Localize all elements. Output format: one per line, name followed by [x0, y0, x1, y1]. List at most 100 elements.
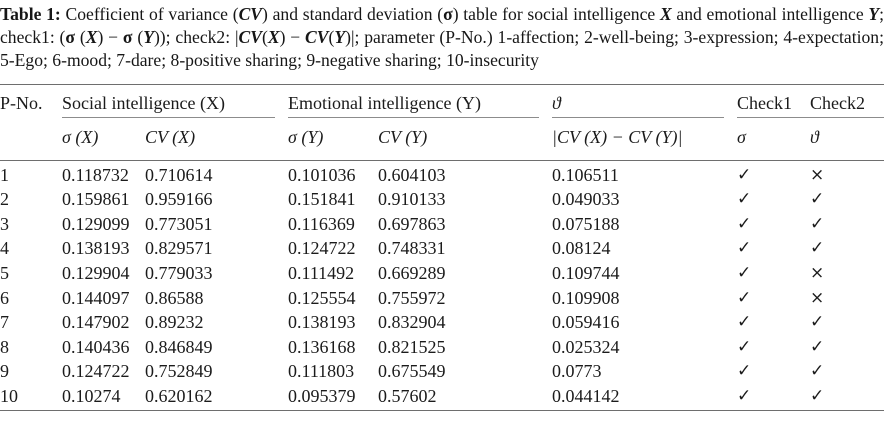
cell-pno: 1 — [0, 164, 9, 185]
cell-check1: ✓ — [737, 310, 810, 335]
table-row: 9 0.124722 0.752849 0.111803 0.675549 0.0773 ✓… — [0, 359, 884, 384]
cell-cv-x: 0.829571 — [145, 238, 213, 259]
caption-segment: ; check1: ( — [0, 4, 884, 48]
cell-sigma-x: 0.124722 — [62, 361, 130, 382]
cross-icon: × — [810, 262, 825, 283]
cell-sigma-y: 0.124722 — [288, 238, 356, 259]
cell-check1: ✓ — [737, 261, 810, 286]
caption-segment: ) and standard deviation ( — [262, 4, 444, 24]
cell-sigma-x: 0.129904 — [62, 262, 130, 283]
cell-cv-y: 0.57602 — [378, 385, 437, 406]
cell-sigma-y: 0.101036 — [288, 164, 356, 185]
cell-check1: ✓ — [737, 212, 810, 237]
table-body: 1 0.118732 0.710614 0.101036 0.604103 0.10651… — [0, 161, 884, 409]
cell-cv-y: 0.755972 — [378, 287, 446, 308]
col-header-theta: ϑ — [552, 83, 738, 118]
check-icon: ✓ — [810, 361, 825, 382]
cell-pno: 10 — [0, 385, 18, 406]
subheader-check2-theta: ϑ — [810, 118, 884, 161]
subheader-check1-sigma: σ — [737, 118, 811, 161]
table-row: 2 0.159861 0.959166 0.151841 0.910133 0.04903… — [0, 187, 884, 212]
cell-cv-diff: 0.106511 — [552, 164, 619, 185]
cell-sigma-x: 0.159861 — [62, 189, 130, 210]
cell-check1: ✓ — [737, 335, 810, 360]
subheader-cv-diff: |CV (X) − CV (Y)| — [552, 118, 738, 161]
caption-segment: CV — [238, 27, 262, 48]
cell-cv-x: 0.846849 — [145, 336, 213, 357]
caption-segment: ( — [261, 27, 268, 48]
cell-pno: 7 — [0, 312, 9, 333]
cell-cv-diff: 0.059416 — [552, 312, 620, 333]
cell-cv-y: 0.669289 — [378, 262, 446, 283]
cell-cv-diff: 0.109744 — [552, 262, 620, 283]
caption-segment: Y — [143, 27, 154, 48]
caption-segment: X — [267, 27, 280, 48]
subheader-empty — [0, 118, 62, 161]
check-icon: ✓ — [810, 336, 825, 357]
cell-sigma-x: 0.144097 — [62, 287, 130, 308]
table-bottom-rule — [0, 409, 884, 411]
cell-sigma-y: 0.125554 — [288, 287, 356, 308]
caption-segment: and emotional intelligence — [671, 4, 869, 24]
cell-cv-diff: 0.025324 — [552, 336, 620, 357]
cell-check2: ✓ — [810, 335, 884, 360]
cell-cv-x: 0.89232 — [145, 312, 204, 333]
cell-cv-diff: 0.109908 — [552, 287, 620, 308]
check-icon: ✓ — [737, 385, 752, 406]
caption-segment: ) − — [97, 27, 123, 48]
table-row: 6 0.144097 0.86588 0.125554 0.755972 0.109908… — [0, 286, 884, 311]
table-row: 3 0.129099 0.773051 0.116369 0.697863 0.07518… — [0, 212, 884, 237]
caption-segment: X — [85, 27, 98, 48]
cell-check1: ✓ — [737, 161, 810, 188]
caption-segment: ) − — [279, 27, 306, 48]
cell-pno: 6 — [0, 287, 9, 308]
caption-segment: X — [659, 4, 672, 24]
subheader-row: σ (X) CV (X) σ (Y) CV (Y) |CV (X) − CV (… — [0, 118, 884, 161]
cell-cv-x: 0.710614 — [145, 164, 213, 185]
cell-cv-diff: 0.075188 — [552, 213, 620, 234]
cell-cv-y: 0.821525 — [378, 336, 446, 357]
caption-segment: )); check2: | — [153, 27, 239, 48]
caption-segment: ( — [75, 27, 86, 48]
subheader-sigma-x: σ (X) — [62, 118, 145, 161]
cell-cv-diff: 0.044142 — [552, 385, 620, 406]
table-row: 4 0.138193 0.829571 0.124722 0.748331 0.08124… — [0, 236, 884, 261]
cell-sigma-y: 0.111492 — [288, 262, 355, 283]
check-icon: ✓ — [737, 262, 752, 283]
cell-check2: × — [810, 161, 884, 188]
cell-sigma-x: 0.118732 — [62, 164, 129, 185]
caption-segment: σ — [443, 4, 453, 24]
caption-segment: σ — [65, 27, 75, 48]
cell-sigma-y: 0.138193 — [288, 312, 356, 333]
check-icon: ✓ — [737, 312, 752, 333]
table-row: 7 0.147902 0.89232 0.138193 0.832904 0.059416… — [0, 310, 884, 335]
cross-icon: × — [810, 164, 825, 185]
cell-check2: × — [810, 286, 884, 311]
cell-sigma-y: 0.151841 — [288, 189, 356, 210]
cell-sigma-x: 0.140436 — [62, 336, 130, 357]
caption-segment: Y — [868, 4, 880, 24]
cell-check1: ✓ — [737, 286, 810, 311]
caption-segment: Table 1: — [0, 4, 61, 24]
cell-pno: 5 — [0, 262, 9, 283]
caption-segment: Y — [334, 27, 346, 48]
cell-cv-x: 0.773051 — [145, 213, 213, 234]
cell-cv-y: 0.910133 — [378, 189, 446, 210]
table-row: 8 0.140436 0.846849 0.136168 0.821525 0.02532… — [0, 335, 884, 360]
check-icon: ✓ — [737, 164, 752, 185]
cell-cv-y: 0.604103 — [378, 164, 446, 185]
cell-cv-y: 0.697863 — [378, 213, 446, 234]
data-table: P-No. Social intelligence (X) Emotional … — [0, 83, 884, 409]
col-header-checks: Check1 Check2 — [737, 83, 884, 118]
check-icon: ✓ — [810, 213, 825, 234]
table-row: 10 0.10274 0.620162 0.095379 0.57602 0.044142… — [0, 384, 884, 409]
cross-icon: × — [810, 287, 825, 308]
cell-sigma-x: 0.147902 — [62, 312, 130, 333]
cell-cv-diff: 0.0773 — [552, 361, 602, 382]
cell-cv-diff: 0.08124 — [552, 238, 611, 259]
check-icon: ✓ — [810, 385, 825, 406]
cell-cv-y: 0.748331 — [378, 238, 446, 259]
check-icon: ✓ — [737, 238, 752, 259]
caption-segment: )|; parameter (P-No.) 1-affection; 2-wel… — [0, 27, 884, 71]
